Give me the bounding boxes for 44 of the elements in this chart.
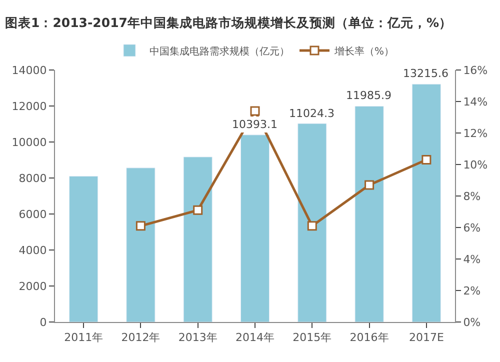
point — [136, 221, 146, 231]
y2-tick-label: 4% — [463, 252, 481, 266]
y-tick-label: 12000 — [12, 100, 47, 113]
data-label: 13215.6 — [403, 67, 448, 80]
y2-tick-label: 2% — [463, 284, 481, 298]
y2-tick-label: 16% — [463, 64, 488, 77]
legend-label: 中国集成电路需求规模（亿元） — [150, 45, 290, 58]
x-tick-label: 2012年 — [121, 331, 160, 344]
y2-tick-label: 6% — [463, 221, 481, 234]
x-tick-label: 2011年 — [64, 331, 104, 344]
y-tick-label: 6000 — [18, 208, 47, 221]
data-label: 11024.3 — [289, 107, 334, 120]
y-tick-label: 14000 — [12, 64, 47, 77]
data-label: 10393.1 — [232, 118, 278, 131]
point — [250, 106, 260, 116]
point — [193, 205, 203, 215]
y-tick-label: 2000 — [18, 280, 47, 293]
bar — [298, 123, 327, 322]
y2-tick-label: 12% — [463, 126, 488, 140]
point — [422, 155, 432, 165]
x-tick-label: 2014年 — [236, 331, 274, 344]
point — [307, 221, 317, 231]
y-tick-label: 10000 — [12, 136, 47, 149]
bar — [240, 134, 270, 322]
bar — [412, 84, 441, 322]
y2-tick-label: 10% — [463, 158, 488, 172]
y2-tick-label: 14% — [463, 95, 488, 108]
x-tick-label: 2013年 — [178, 331, 218, 344]
chart-title: 图表1：2013-2017年中国集成电路市场规模增长及预测（单位：亿元，%） — [5, 14, 452, 30]
legend-label: 增长率（%） — [334, 45, 394, 58]
x-tick-label: 2017E — [408, 331, 444, 344]
bar — [69, 176, 98, 322]
bar — [126, 168, 156, 322]
y2-tick-label: 0% — [463, 316, 481, 329]
y2-tick-label: 8% — [463, 190, 481, 203]
data-label: 11985.9 — [346, 89, 392, 102]
x-tick-label: 2015年 — [292, 331, 332, 344]
bar — [183, 156, 212, 322]
y-tick-label: 4000 — [18, 244, 47, 257]
x-tick-label: 2016年 — [350, 331, 389, 344]
y-tick-label: 8000 — [18, 172, 47, 185]
point — [364, 180, 374, 190]
bar — [354, 106, 384, 322]
y-tick-label: 0 — [40, 316, 47, 329]
